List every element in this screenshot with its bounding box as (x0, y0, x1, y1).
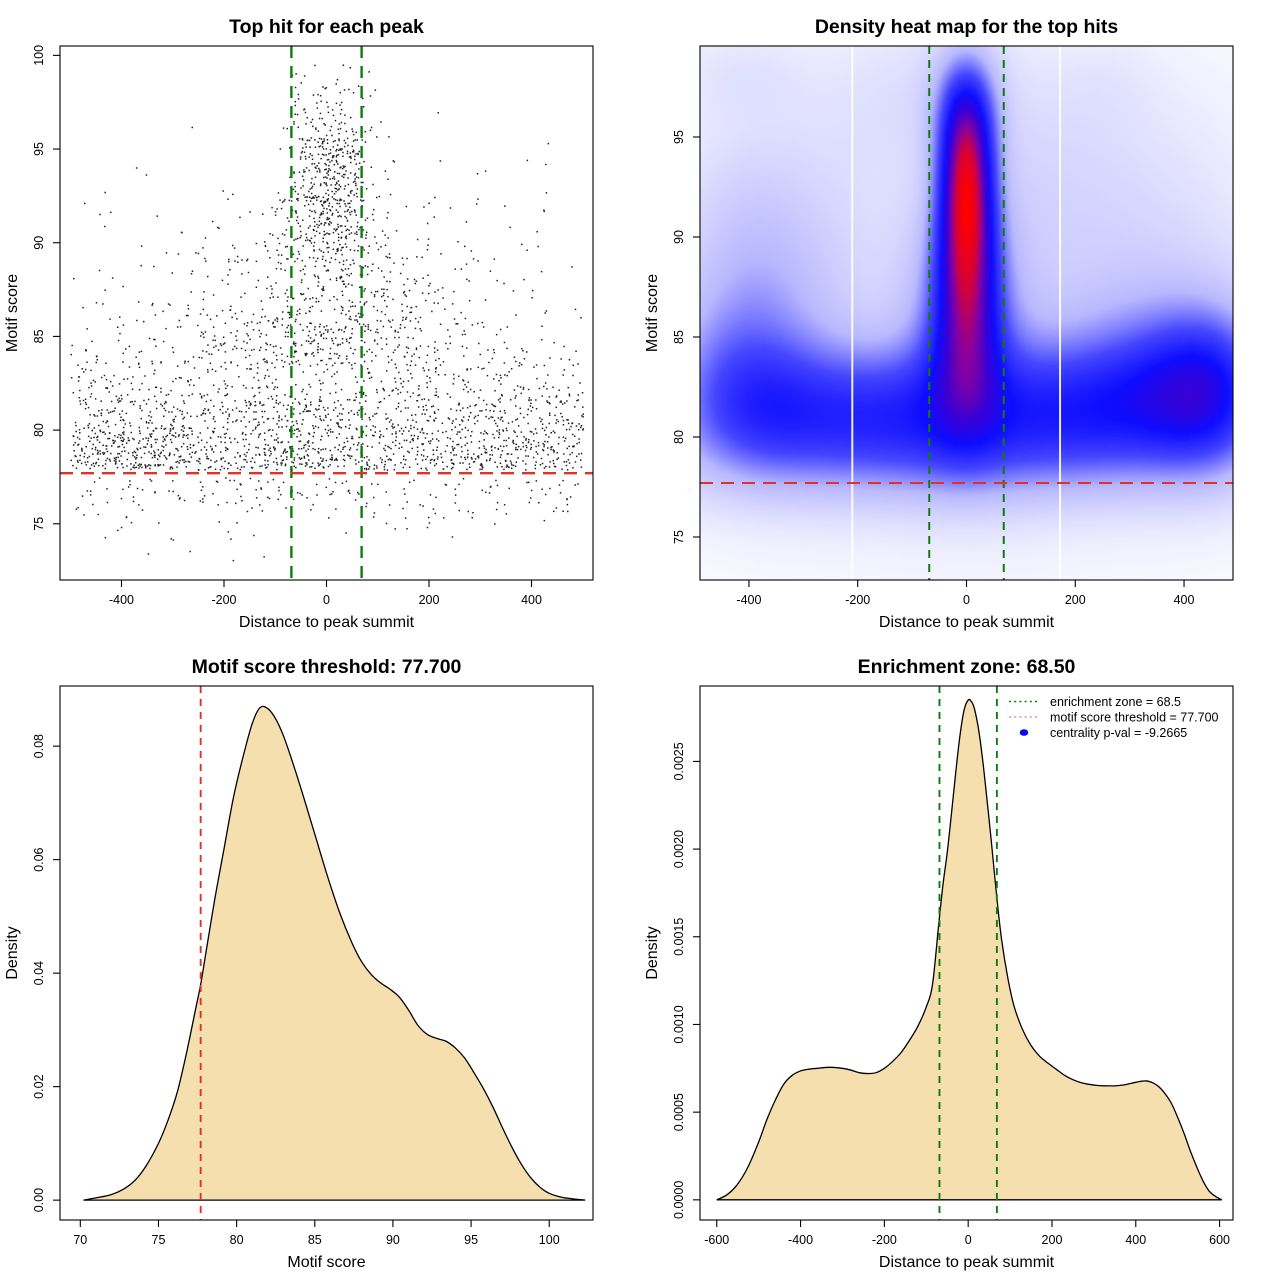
scatter-points (70, 64, 585, 562)
x-tick-label: 0 (963, 593, 970, 607)
x-axis-label: Distance to peak summit (879, 614, 1055, 631)
heatmap-overlay-svg: -400 -200 0 200 400 75 80 85 90 95 Distance to pea… (644, 16, 1234, 631)
plot-box (699, 685, 1234, 1221)
axes: -400 -200 0 200 400 75 80 85 90 95 (672, 45, 1234, 607)
x-tick-label: 0 (323, 593, 330, 607)
y-tick-label: 75 (32, 517, 46, 531)
panel-title: Top hit for each peak (229, 16, 424, 38)
x-tick-label: -200 (872, 1233, 897, 1247)
y-tick-label: 95 (32, 142, 46, 156)
y-axis-label: Density (4, 926, 21, 979)
density-plot-svg: -600 -400 -200 0 200 400 600 0.0000 0.0005 0.0010… (644, 656, 1234, 1271)
y-tick-label: 75 (672, 530, 686, 544)
y-axis-label: Density (644, 926, 661, 979)
x-tick-label: 400 (1174, 593, 1195, 607)
y-axis-label: Motif score (644, 274, 661, 352)
heatmap-canvas (700, 46, 1233, 580)
y-tick-label: 0.00 (32, 1188, 46, 1212)
x-tick-label: 95 (464, 1233, 478, 1247)
y-tick-label: 0.0005 (672, 1093, 686, 1131)
x-tick-label: 100 (539, 1233, 560, 1247)
y-tick-label: 0.08 (32, 734, 46, 758)
scatter-plot-svg: -400 -200 0 200 400 75 80 85 90 95 100 Distance to … (4, 16, 594, 631)
x-tick-label: 75 (152, 1233, 166, 1247)
density-plot-svg: 70 75 80 85 90 95 100 0.00 0.02 0.04 0.06 0.08 Motif… (4, 656, 594, 1271)
x-tick-label: 200 (1042, 1233, 1063, 1247)
x-tick-label: 80 (230, 1233, 244, 1247)
x-tick-label: -200 (845, 593, 870, 607)
x-tick-label: 200 (419, 593, 440, 607)
x-tick-label: -400 (736, 593, 761, 607)
density-area (83, 705, 586, 1201)
panel-density-heatmap: -400 -200 0 200 400 75 80 85 90 95 Distance to pea… (640, 0, 1280, 640)
points-layer (70, 64, 585, 562)
y-tick-label: 80 (672, 430, 686, 444)
legend-label: motif score threshold = 77.700 (1050, 711, 1219, 725)
panel-top-hit-scatter: -400 -200 0 200 400 75 80 85 90 95 100 Distance to … (0, 0, 640, 640)
x-tick-label: 0 (965, 1233, 972, 1247)
y-tick-label: 0.0010 (672, 1005, 686, 1043)
x-tick-label: 400 (1125, 1233, 1146, 1247)
axes: 70 75 80 85 90 95 100 0.00 0.02 0.04 0.06 0.08 (32, 685, 594, 1247)
panel-motif-score-density: 70 75 80 85 90 95 100 0.00 0.02 0.04 0.06 0.08 Motif… (0, 640, 640, 1280)
y-tick-label: 100 (32, 45, 46, 66)
y-tick-label: 80 (32, 423, 46, 437)
x-tick-label: 70 (73, 1233, 87, 1247)
y-axis-label: Motif score (4, 274, 21, 352)
panel-title: Motif score threshold: 77.700 (192, 656, 462, 678)
x-tick-label: 85 (308, 1233, 322, 1247)
y-tick-label: 95 (672, 130, 686, 144)
x-tick-label: 90 (386, 1233, 400, 1247)
legend-label: centrality p-val = -9.2665 (1050, 726, 1187, 740)
x-axis-label: Motif score (287, 1254, 365, 1271)
x-tick-label: 600 (1209, 1233, 1230, 1247)
axes: -600 -400 -200 0 200 400 600 0.0000 0.0005 0.0010… (672, 685, 1234, 1247)
x-tick-label: -600 (704, 1233, 729, 1247)
y-tick-label: 85 (32, 329, 46, 343)
y-tick-label: 0.0025 (672, 742, 686, 780)
x-tick-label: -200 (211, 593, 236, 607)
panel-title: Density heat map for the top hits (815, 16, 1119, 38)
y-tick-label: 0.02 (32, 1074, 46, 1098)
x-tick-label: -400 (109, 593, 134, 607)
y-tick-label: 90 (32, 236, 46, 250)
y-tick-label: 0.0000 (672, 1181, 686, 1219)
legend: enrichment zone = 68.5 motif score thresh… (1009, 695, 1219, 740)
plot-box (59, 685, 594, 1221)
panel-enrichment-zone-density: -600 -400 -200 0 200 400 600 0.0000 0.0005 0.0010… (640, 640, 1280, 1280)
x-tick-label: -400 (788, 1233, 813, 1247)
y-tick-label: 90 (672, 230, 686, 244)
density-area (716, 698, 1223, 1201)
panel-title: Enrichment zone: 68.50 (858, 656, 1076, 678)
y-tick-label: 85 (672, 330, 686, 344)
x-tick-label: 400 (521, 593, 542, 607)
plot-box (59, 45, 594, 581)
x-axis-label: Distance to peak summit (239, 614, 415, 631)
axes: -400 -200 0 200 400 75 80 85 90 95 100 (32, 45, 594, 607)
plot-box (699, 45, 1234, 581)
x-tick-label: 200 (1065, 593, 1086, 607)
legend-dot-symbol (1019, 729, 1029, 736)
y-tick-label: 0.04 (32, 961, 46, 985)
y-tick-label: 0.0015 (672, 918, 686, 956)
legend-label: enrichment zone = 68.5 (1050, 695, 1181, 709)
y-tick-label: 0.06 (32, 847, 46, 871)
y-tick-label: 0.0020 (672, 830, 686, 868)
x-axis-label: Distance to peak summit (879, 1254, 1055, 1271)
